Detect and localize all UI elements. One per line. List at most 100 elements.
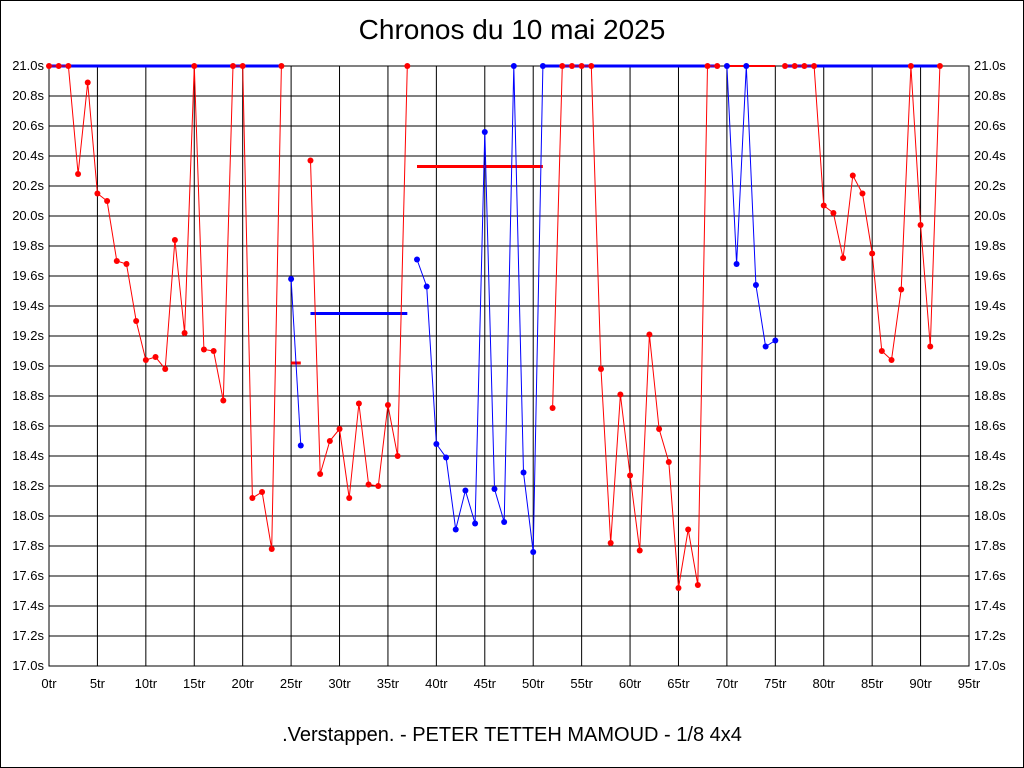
data-point	[830, 210, 837, 216]
data-point	[578, 63, 585, 69]
x-tick-label: 40tr	[425, 676, 448, 691]
y-tick-label-right: 17.4s	[974, 598, 1006, 613]
y-tick-label-right: 19.2s	[974, 328, 1006, 343]
x-tick-label: 70tr	[716, 676, 739, 691]
data-point	[675, 585, 682, 591]
data-point	[568, 63, 575, 69]
data-point	[443, 454, 450, 461]
data-point	[656, 426, 663, 432]
data-point	[791, 63, 798, 69]
data-point	[433, 441, 440, 447]
data-point	[782, 63, 788, 69]
y-tick-label-left: 18.8s	[12, 388, 44, 403]
data-point	[404, 63, 411, 69]
y-tick-label-right: 19.4s	[974, 298, 1006, 313]
x-tick-label: 95tr	[958, 676, 981, 691]
y-tick-label-left: 20.0s	[12, 208, 44, 223]
data-point	[917, 222, 924, 228]
data-point	[752, 282, 759, 288]
data-point	[617, 391, 624, 398]
data-point	[326, 438, 333, 444]
data-point	[714, 63, 721, 69]
y-tick-label-right: 18.2s	[974, 478, 1006, 493]
data-point	[268, 546, 275, 552]
data-point	[210, 348, 217, 354]
y-tick-label-left: 17.2s	[12, 628, 44, 643]
data-point	[636, 547, 643, 554]
x-tick-label: 10tr	[135, 676, 158, 691]
y-tick-label-left: 18.2s	[12, 478, 44, 493]
data-point	[230, 63, 236, 69]
data-point	[133, 318, 140, 324]
data-point	[288, 276, 295, 282]
y-tick-label-left: 18.0s	[12, 508, 44, 523]
data-point	[627, 472, 634, 479]
series-line	[290, 278, 302, 446]
y-tick-label-left: 17.6s	[12, 568, 44, 583]
y-tick-label-left: 19.6s	[12, 268, 44, 283]
y-tick-label-left: 17.4s	[12, 598, 44, 613]
data-point	[384, 402, 391, 408]
data-point	[239, 63, 246, 69]
y-tick-label-right: 18.0s	[974, 508, 1006, 523]
data-point	[220, 397, 227, 404]
data-point	[171, 237, 178, 243]
chart-title: Chronos du 10 mai 2025	[358, 14, 666, 45]
x-tick-label: 75tr	[764, 676, 787, 691]
data-point	[849, 172, 856, 179]
data-point	[723, 63, 730, 69]
y-tick-label-right: 17.6s	[974, 568, 1006, 583]
data-point	[549, 405, 556, 411]
x-tick-label: 65tr	[667, 676, 690, 691]
x-tick-label: 60tr	[619, 676, 642, 691]
data-point	[297, 442, 304, 449]
y-tick-label-right: 18.4s	[974, 448, 1006, 463]
data-point	[94, 190, 101, 197]
data-point	[375, 483, 382, 489]
data-point	[501, 519, 508, 525]
data-point	[55, 63, 62, 69]
y-tick-label-left: 20.2s	[12, 178, 44, 193]
data-point	[181, 330, 188, 336]
data-point	[859, 190, 866, 197]
x-tick-label: 50tr	[522, 676, 545, 691]
data-point	[811, 63, 818, 69]
data-point	[743, 63, 750, 69]
data-point	[191, 63, 198, 69]
y-tick-label-left: 20.8s	[12, 88, 44, 103]
data-point	[200, 346, 207, 353]
data-point	[462, 487, 469, 494]
y-tick-label-left: 19.2s	[12, 328, 44, 343]
data-point	[123, 261, 130, 267]
data-point	[559, 63, 566, 69]
data-point	[307, 157, 314, 164]
data-point	[588, 63, 595, 69]
x-tick-label: 35tr	[377, 676, 400, 691]
data-point	[394, 453, 401, 459]
data-point	[772, 337, 779, 344]
y-tick-label-left: 19.0s	[12, 358, 44, 373]
data-point	[598, 366, 604, 372]
y-tick-label-right: 20.6s	[974, 118, 1006, 133]
y-tick-label-left: 21.0s	[12, 58, 44, 73]
data-point	[685, 526, 692, 533]
data-point	[84, 79, 91, 86]
data-point	[510, 63, 517, 69]
data-point	[801, 63, 808, 69]
data-point	[423, 283, 430, 290]
y-tick-label-left: 19.8s	[12, 238, 44, 253]
data-point	[898, 286, 905, 293]
data-point	[452, 526, 459, 533]
y-tick-label-right: 18.6s	[974, 418, 1006, 433]
plot-border	[48, 65, 970, 667]
data-point	[869, 250, 876, 257]
data-point	[152, 354, 159, 360]
data-point	[346, 495, 353, 501]
data-point	[539, 63, 546, 69]
y-tick-label-left: 20.4s	[12, 148, 44, 163]
data-point	[278, 63, 285, 69]
y-tick-label-right: 17.8s	[974, 538, 1006, 553]
data-point	[704, 63, 711, 69]
data-point	[927, 343, 934, 350]
